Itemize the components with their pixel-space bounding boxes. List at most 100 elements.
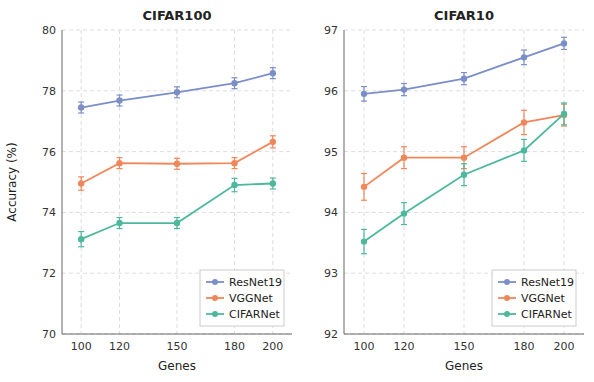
grid-line-x <box>364 30 365 334</box>
error-cap <box>174 217 180 218</box>
error-bar <box>270 178 276 189</box>
y-tick-label: 96 <box>324 85 338 98</box>
data-point <box>461 154 467 160</box>
error-bar <box>174 218 180 229</box>
data-point <box>116 220 122 226</box>
x-tick-label: 120 <box>394 340 415 353</box>
data-point <box>270 70 276 76</box>
error-bar <box>117 158 123 169</box>
data-point <box>401 154 407 160</box>
y-tick-label: 95 <box>324 146 338 159</box>
y-tick-label: 93 <box>324 267 338 280</box>
error-cap <box>174 158 180 159</box>
y-tick-label: 92 <box>324 328 338 341</box>
error-cap <box>117 228 123 229</box>
error-cap <box>78 176 84 177</box>
legend-box <box>492 270 576 326</box>
x-axis-label: Genes <box>158 359 196 373</box>
grid-line-y <box>344 334 584 335</box>
error-cap <box>78 231 84 232</box>
data-point <box>116 160 122 166</box>
error-bar <box>117 95 123 106</box>
y-tick-label: 80 <box>42 24 56 37</box>
data-point <box>561 111 567 117</box>
error-bar <box>461 164 467 186</box>
error-cap <box>401 202 407 203</box>
legend-marker <box>212 295 218 301</box>
data-point <box>461 172 467 178</box>
error-cap <box>270 135 276 136</box>
error-bar <box>78 102 84 113</box>
legend: ResNet19VGGNetCIFARNet <box>492 270 576 326</box>
data-point <box>361 91 367 97</box>
legend-box <box>200 270 284 326</box>
error-bar <box>461 73 467 85</box>
error-cap <box>561 125 567 126</box>
error-bar <box>361 173 367 200</box>
data-point <box>521 119 527 125</box>
series-line <box>364 115 564 187</box>
grid-line-y <box>62 334 292 335</box>
error-cap <box>461 146 467 147</box>
y-tick-label: 76 <box>42 146 56 159</box>
error-cap <box>270 188 276 189</box>
error-cap <box>461 84 467 85</box>
error-bar <box>270 68 276 79</box>
chart-title: CIFAR100 <box>143 8 212 23</box>
data-point <box>116 97 122 103</box>
legend-label: CIFARNet <box>229 308 280 321</box>
x-axis-label: Genes <box>445 359 483 373</box>
error-bar <box>401 203 407 225</box>
data-point <box>521 54 527 60</box>
y-tick-label: 97 <box>324 24 338 37</box>
y-axis-line <box>344 30 345 334</box>
error-cap <box>401 95 407 96</box>
data-point <box>270 180 276 186</box>
error-bar <box>78 232 84 247</box>
error-cap <box>521 139 527 140</box>
error-cap <box>521 110 527 111</box>
error-cap <box>361 173 367 174</box>
error-bar <box>78 177 84 190</box>
error-bar <box>521 139 527 161</box>
error-cap <box>461 185 467 186</box>
data-point <box>174 161 180 167</box>
data-point <box>361 184 367 190</box>
error-bar <box>232 78 238 89</box>
legend-marker <box>504 279 510 285</box>
legend-marker <box>504 311 510 317</box>
data-point <box>78 180 84 186</box>
grid-line-x <box>119 30 120 334</box>
error-bar <box>521 110 527 134</box>
error-bar <box>401 84 407 96</box>
error-bar <box>232 178 238 191</box>
x-tick-label: 200 <box>554 340 575 353</box>
data-point <box>270 139 276 145</box>
error-cap <box>232 88 238 89</box>
series-line <box>81 184 273 240</box>
error-bar <box>561 103 567 125</box>
x-axis-line <box>62 334 292 335</box>
error-bar <box>174 158 180 169</box>
x-tick-label: 180 <box>224 340 245 353</box>
error-cap <box>561 102 567 103</box>
error-cap <box>117 168 123 169</box>
data-point <box>401 210 407 216</box>
error-bar <box>270 136 276 148</box>
chart-canvas: 707274767880100120150180200CIFAR100Genes… <box>0 0 594 382</box>
legend-label: CIFARNet <box>521 308 572 321</box>
error-cap <box>174 86 180 87</box>
error-bar <box>361 87 367 102</box>
error-cap <box>117 94 123 95</box>
data-point <box>78 236 84 242</box>
error-cap <box>78 101 84 102</box>
plot-area <box>361 37 567 253</box>
error-cap <box>174 97 180 98</box>
error-cap <box>361 86 367 87</box>
error-cap <box>521 64 527 65</box>
y-tick-label: 70 <box>42 328 56 341</box>
x-tick-label: 120 <box>109 340 130 353</box>
error-cap <box>361 229 367 230</box>
data-point <box>361 238 367 244</box>
series-line <box>81 73 273 107</box>
